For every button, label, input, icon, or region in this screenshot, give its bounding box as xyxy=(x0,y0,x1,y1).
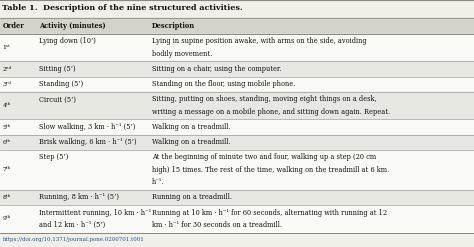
Text: Sitting, putting on shoes, standing, moving eight things on a desk,: Sitting, putting on shoes, standing, mov… xyxy=(152,95,376,103)
Text: bodily movement.: bodily movement. xyxy=(152,50,212,58)
Text: Table 1.  Description of the nine structured activities.: Table 1. Description of the nine structu… xyxy=(2,4,243,12)
Text: Running on a treadmill.: Running on a treadmill. xyxy=(152,193,232,202)
Text: Description: Description xyxy=(152,22,195,30)
Text: Running at 10 km · h⁻¹ for 60 seconds, alternating with running at 12: Running at 10 km · h⁻¹ for 60 seconds, a… xyxy=(152,208,387,217)
Bar xyxy=(0,34,474,62)
Text: 6ᵗʰ: 6ᵗʰ xyxy=(2,140,10,145)
Text: Lying in supine position awake, with arms on the side, avoiding: Lying in supine position awake, with arm… xyxy=(152,37,366,45)
Text: Brisk walking, 6 km · h⁻¹ (5’): Brisk walking, 6 km · h⁻¹ (5’) xyxy=(39,138,137,146)
Bar xyxy=(0,0,474,18)
Text: Circuit (5’): Circuit (5’) xyxy=(39,95,76,103)
Text: Activity (minutes): Activity (minutes) xyxy=(39,22,106,30)
Text: 7ᵗʰ: 7ᵗʰ xyxy=(2,167,10,172)
Text: km · h⁻¹ for 30 seconds on a treadmill.: km · h⁻¹ for 30 seconds on a treadmill. xyxy=(152,221,282,229)
Text: Intermittent running, 10 km · h⁻¹: Intermittent running, 10 km · h⁻¹ xyxy=(39,208,151,217)
Text: Step (5’): Step (5’) xyxy=(39,153,68,161)
Text: 8ᵗʰ: 8ᵗʰ xyxy=(2,195,10,200)
Bar xyxy=(0,120,474,135)
Text: Standing (5’): Standing (5’) xyxy=(39,80,83,88)
Text: Walking on a treadmill.: Walking on a treadmill. xyxy=(152,138,230,146)
Bar xyxy=(0,62,474,77)
Text: Running, 8 km · h⁻¹ (5’): Running, 8 km · h⁻¹ (5’) xyxy=(39,193,119,202)
Bar xyxy=(0,205,474,233)
Text: Walking on a treadmill.: Walking on a treadmill. xyxy=(152,123,230,131)
Text: https://doi.org/10.1371/journal.pone.0200701.t001: https://doi.org/10.1371/journal.pone.020… xyxy=(2,237,144,242)
Text: high) 15 times. The rest of the time, walking on the treadmill at 6 km.: high) 15 times. The rest of the time, wa… xyxy=(152,166,389,174)
Bar xyxy=(0,190,474,205)
Text: 4ᵗʰ: 4ᵗʰ xyxy=(2,103,11,108)
Text: 3ʳᵈ: 3ʳᵈ xyxy=(2,82,11,87)
Text: and 12 km · h⁻¹ (5’): and 12 km · h⁻¹ (5’) xyxy=(39,221,105,229)
Bar xyxy=(0,18,474,34)
Text: Order: Order xyxy=(2,22,24,30)
Text: Slow walking, 3 km · h⁻¹ (5’): Slow walking, 3 km · h⁻¹ (5’) xyxy=(39,123,135,131)
Bar xyxy=(0,150,474,190)
Text: Sitting (5’): Sitting (5’) xyxy=(39,65,75,73)
Bar xyxy=(0,77,474,92)
Text: writing a message on a mobile phone, and sitting down again. Repeat.: writing a message on a mobile phone, and… xyxy=(152,108,390,116)
Text: 1ˢᵗ: 1ˢᵗ xyxy=(2,45,10,50)
Text: 2ⁿᵈ: 2ⁿᵈ xyxy=(2,66,12,72)
Bar xyxy=(0,135,474,150)
Text: At the beginning of minute two and four, walking up a step (20 cm: At the beginning of minute two and four,… xyxy=(152,153,376,161)
Bar xyxy=(0,92,474,120)
Text: h⁻¹.: h⁻¹. xyxy=(152,178,164,186)
Text: 9ᵗʰ: 9ᵗʰ xyxy=(2,216,10,221)
Text: Lying down (10’): Lying down (10’) xyxy=(39,37,96,45)
Text: Sitting on a chair, using the computer.: Sitting on a chair, using the computer. xyxy=(152,65,281,73)
Text: 5ᵗʰ: 5ᵗʰ xyxy=(2,124,10,130)
Text: Standing on the floor, using mobile phone.: Standing on the floor, using mobile phon… xyxy=(152,80,295,88)
